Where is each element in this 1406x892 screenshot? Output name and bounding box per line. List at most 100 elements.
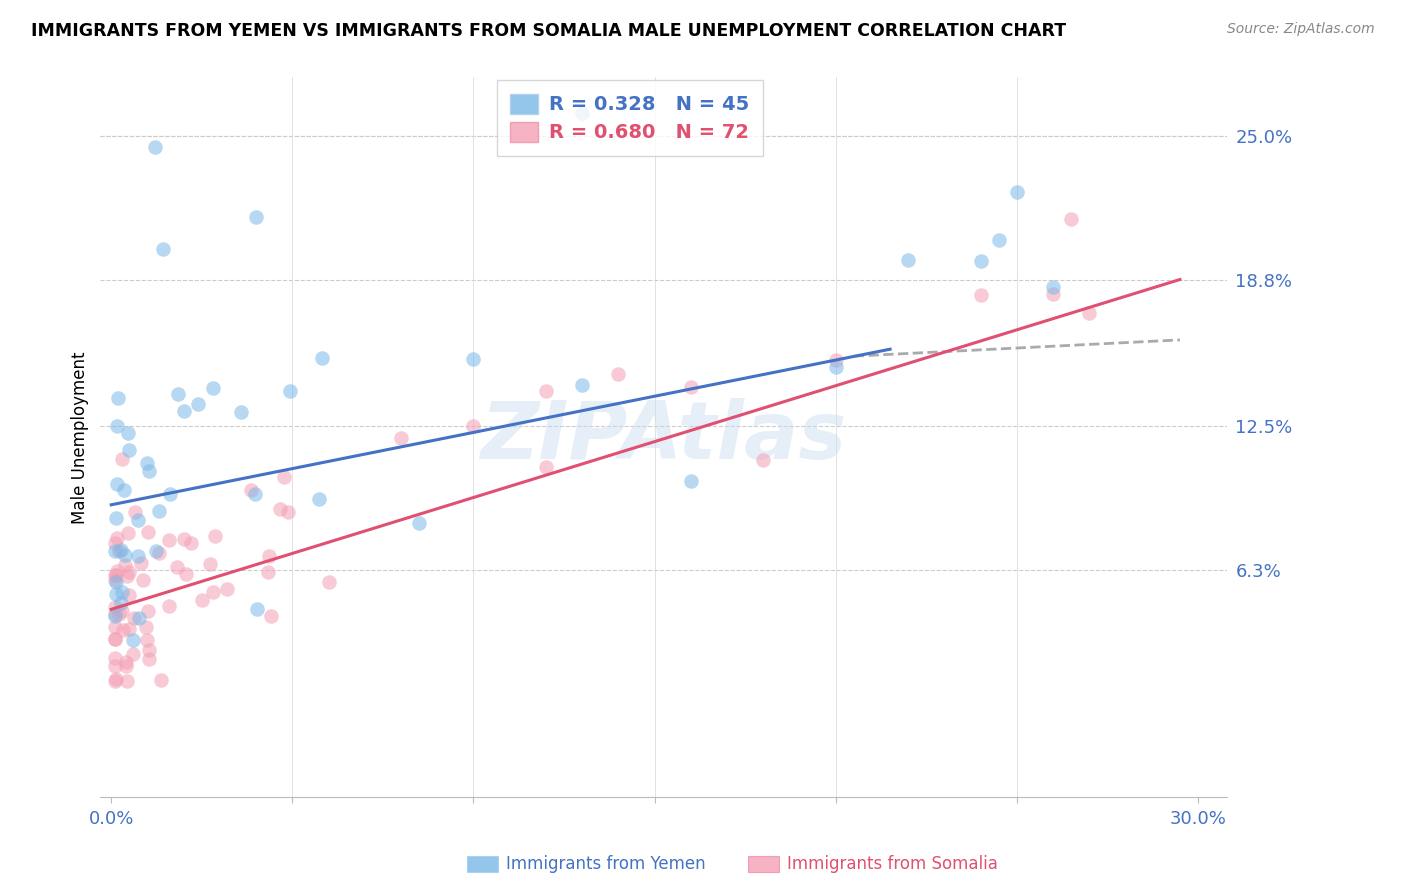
- Point: [104, 651, 127, 665]
- Point: [105, 477, 128, 491]
- Point: [117, 674, 139, 689]
- Point: [257, 549, 280, 563]
- Point: [104, 659, 127, 673]
- Point: [114, 558, 136, 573]
- Point: [174, 567, 197, 582]
- Point: [105, 511, 128, 525]
- Point: [118, 588, 141, 602]
- Point: [135, 456, 157, 470]
- Point: [104, 608, 127, 623]
- Point: [571, 106, 593, 120]
- Point: [118, 442, 141, 457]
- Point: [278, 384, 301, 398]
- Point: [136, 632, 159, 647]
- Text: Source: ZipAtlas.com: Source: ZipAtlas.com: [1227, 22, 1375, 37]
- Point: [157, 533, 180, 547]
- Point: [245, 210, 267, 224]
- Point: [104, 607, 127, 622]
- Point: [257, 566, 280, 580]
- Point: [143, 140, 166, 154]
- Point: [104, 632, 127, 647]
- Point: [534, 384, 557, 398]
- Point: [198, 557, 221, 571]
- Point: [132, 573, 155, 587]
- Point: [117, 568, 139, 582]
- Point: [122, 611, 145, 625]
- Point: [104, 573, 127, 587]
- Point: [1042, 279, 1064, 293]
- Point: [679, 380, 702, 394]
- Legend: R = 0.328   N = 45, R = 0.680   N = 72: R = 0.328 N = 45, R = 0.680 N = 72: [496, 80, 763, 156]
- Point: [138, 643, 160, 657]
- Point: [260, 608, 283, 623]
- Point: [138, 465, 160, 479]
- Point: [148, 504, 170, 518]
- Point: [121, 633, 143, 648]
- Point: [114, 548, 136, 562]
- Point: [179, 536, 201, 550]
- Point: [122, 647, 145, 661]
- Point: [969, 288, 991, 302]
- Point: [104, 544, 127, 558]
- Point: [201, 381, 224, 395]
- Point: [463, 418, 485, 433]
- Point: [187, 397, 209, 411]
- Point: [111, 584, 134, 599]
- Point: [277, 505, 299, 519]
- Point: [114, 655, 136, 669]
- Point: [969, 253, 991, 268]
- Point: [104, 620, 127, 634]
- Point: [105, 531, 128, 545]
- Point: [152, 242, 174, 256]
- Point: [105, 672, 128, 686]
- Point: [1078, 306, 1101, 320]
- Text: ZIPAtlas: ZIPAtlas: [481, 399, 846, 476]
- Point: [118, 622, 141, 636]
- Point: [117, 525, 139, 540]
- Point: [201, 585, 224, 599]
- Point: [752, 453, 775, 467]
- Y-axis label: Male Unemployment: Male Unemployment: [72, 351, 89, 524]
- Point: [124, 505, 146, 519]
- Point: [105, 587, 128, 601]
- Point: [111, 452, 134, 467]
- Point: [111, 624, 134, 638]
- Point: [243, 487, 266, 501]
- Point: [110, 596, 132, 610]
- Point: [114, 483, 136, 498]
- Point: [104, 632, 127, 647]
- Point: [135, 620, 157, 634]
- Point: [118, 566, 141, 580]
- Point: [110, 543, 132, 558]
- Point: [463, 351, 485, 366]
- Text: IMMIGRANTS FROM YEMEN VS IMMIGRANTS FROM SOMALIA MALE UNEMPLOYMENT CORRELATION C: IMMIGRANTS FROM YEMEN VS IMMIGRANTS FROM…: [31, 22, 1066, 40]
- Point: [173, 404, 195, 418]
- Point: [107, 391, 129, 405]
- Point: [204, 529, 226, 543]
- Point: [149, 673, 172, 687]
- Point: [127, 549, 149, 563]
- Point: [1042, 287, 1064, 301]
- Text: Immigrants from Yemen: Immigrants from Yemen: [506, 855, 706, 873]
- Point: [128, 611, 150, 625]
- Point: [273, 470, 295, 484]
- Point: [166, 560, 188, 574]
- Point: [108, 544, 131, 558]
- Point: [246, 601, 269, 615]
- Point: [311, 351, 333, 366]
- Point: [104, 599, 127, 614]
- Point: [105, 568, 128, 582]
- Point: [167, 387, 190, 401]
- Point: [105, 565, 128, 579]
- Text: Immigrants from Somalia: Immigrants from Somalia: [787, 855, 998, 873]
- Point: [105, 418, 128, 433]
- Point: [157, 599, 180, 613]
- Point: [107, 607, 129, 621]
- Point: [173, 532, 195, 546]
- Point: [104, 574, 127, 589]
- Point: [215, 582, 238, 596]
- Point: [127, 513, 149, 527]
- Point: [408, 516, 430, 530]
- Point: [308, 492, 330, 507]
- Point: [148, 546, 170, 560]
